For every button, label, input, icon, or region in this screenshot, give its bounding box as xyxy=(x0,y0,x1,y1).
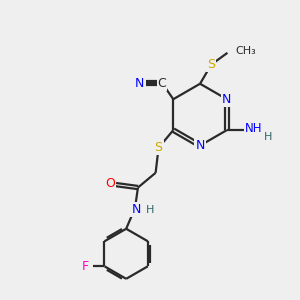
Text: S: S xyxy=(154,141,163,154)
Text: O: O xyxy=(105,177,115,190)
Text: H: H xyxy=(146,205,154,214)
Text: N: N xyxy=(222,93,232,106)
Text: F: F xyxy=(82,260,89,273)
Text: H: H xyxy=(264,132,272,142)
Text: N: N xyxy=(195,139,205,152)
Text: N: N xyxy=(135,76,144,89)
Text: N: N xyxy=(131,203,141,216)
Text: CH₃: CH₃ xyxy=(236,46,256,56)
Text: C: C xyxy=(158,76,167,89)
Text: S: S xyxy=(207,58,215,71)
Text: NH: NH xyxy=(244,122,262,135)
